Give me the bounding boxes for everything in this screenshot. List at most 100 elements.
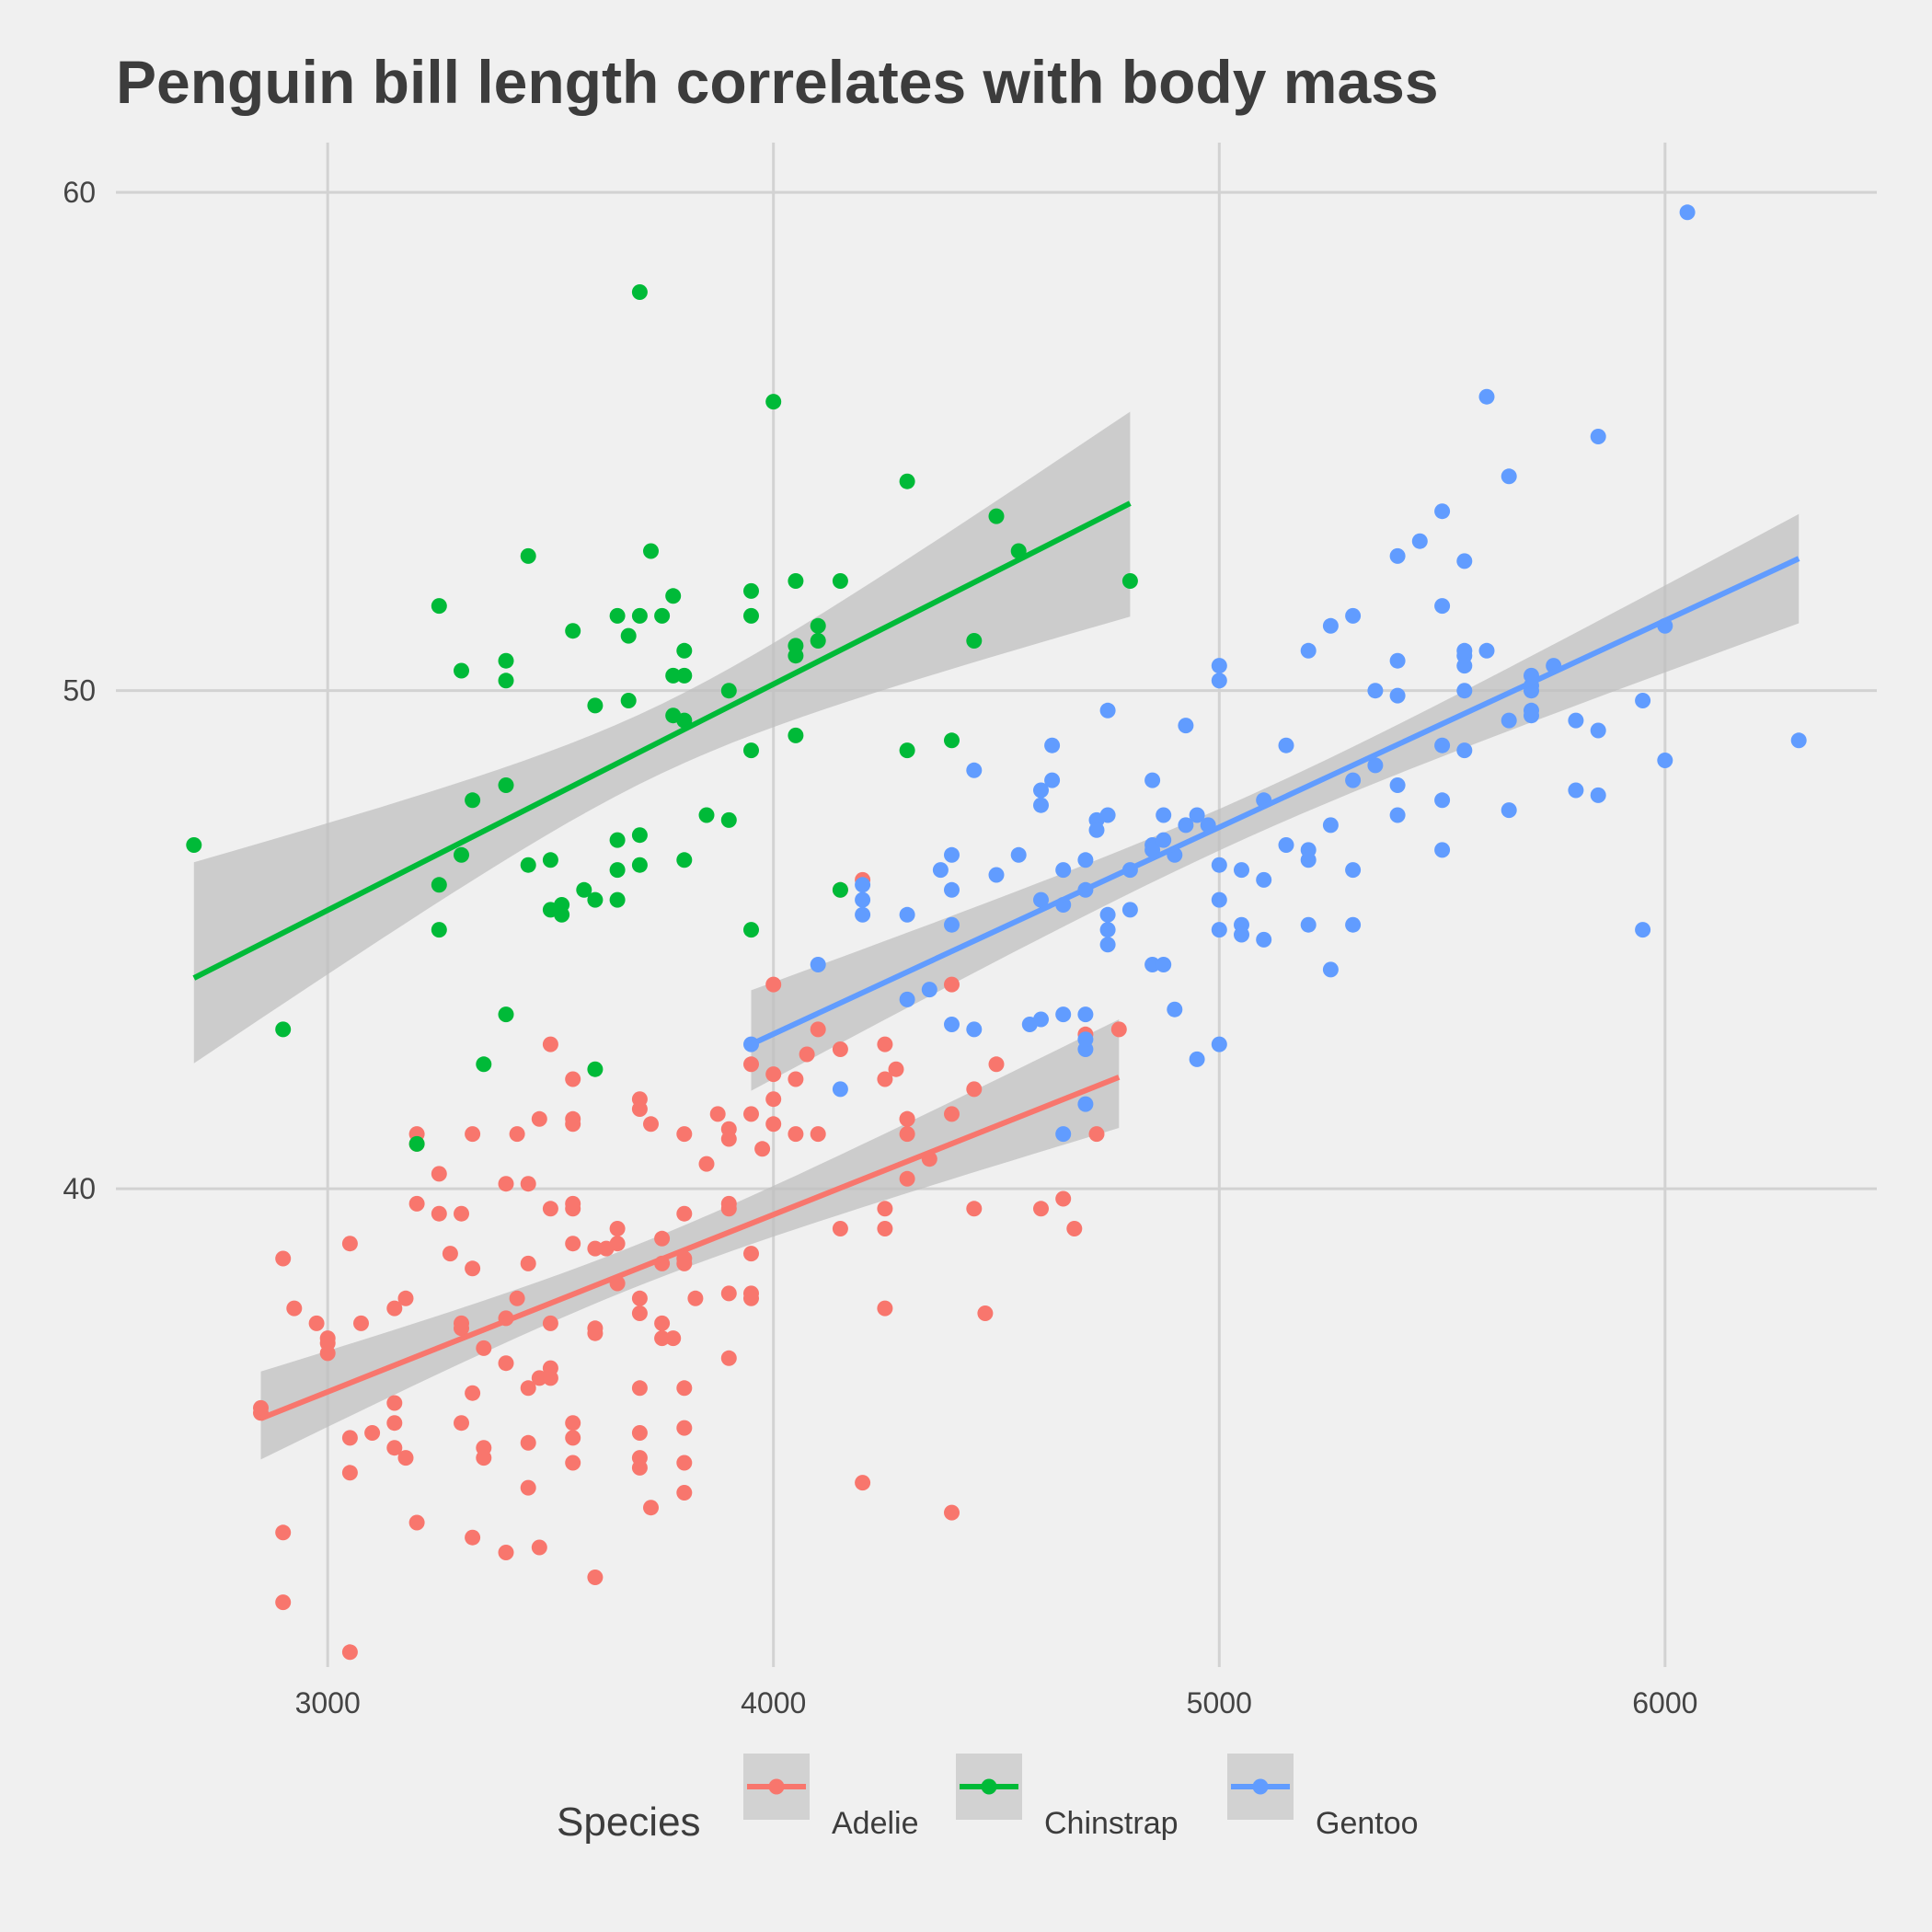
data-point-adelie — [743, 1246, 759, 1262]
data-point-adelie — [431, 1166, 447, 1182]
data-point-adelie — [565, 1071, 581, 1087]
data-point-adelie — [765, 1116, 782, 1133]
data-point-chinstrap — [498, 777, 514, 793]
data-point-adelie — [454, 1315, 469, 1331]
legend-label-chinstrap: Chinstrap — [1044, 1806, 1179, 1841]
data-point-gentoo — [1144, 772, 1161, 788]
confidence-band-chinstrap — [193, 411, 1131, 1064]
data-point-adelie — [465, 1529, 481, 1546]
data-point-chinstrap — [788, 727, 804, 743]
data-point-adelie — [520, 1176, 536, 1192]
data-point-chinstrap — [186, 837, 202, 853]
data-point-gentoo — [1211, 891, 1227, 908]
data-point-chinstrap — [275, 1021, 292, 1038]
data-point-gentoo — [1055, 862, 1072, 879]
data-point-chinstrap — [899, 473, 915, 489]
data-point-adelie — [341, 1236, 358, 1252]
data-point-adelie — [587, 1325, 604, 1341]
data-point-adelie — [676, 1205, 693, 1222]
data-point-chinstrap — [587, 891, 604, 908]
data-point-chinstrap — [899, 742, 915, 759]
data-point-adelie — [442, 1246, 458, 1262]
data-point-chinstrap — [665, 588, 682, 604]
data-point-gentoo — [1389, 807, 1406, 823]
data-point-adelie — [877, 1071, 893, 1087]
data-point-gentoo — [1156, 957, 1172, 972]
x-tick-label: 6000 — [1632, 1686, 1697, 1719]
data-point-chinstrap — [520, 547, 536, 564]
data-point-gentoo — [966, 762, 983, 778]
data-point-gentoo — [1300, 916, 1317, 933]
data-point-gentoo — [932, 862, 949, 879]
data-point-gentoo — [1099, 807, 1116, 823]
data-point-adelie — [765, 1091, 782, 1108]
data-point-adelie — [542, 1201, 558, 1217]
data-point-chinstrap — [631, 827, 648, 844]
data-point-adelie — [308, 1315, 325, 1331]
data-point-adelie — [454, 1415, 469, 1432]
data-point-adelie — [720, 1350, 737, 1366]
data-point-adelie — [966, 1081, 983, 1098]
data-point-chinstrap — [665, 667, 682, 684]
data-point-chinstrap — [1121, 573, 1138, 589]
data-point-chinstrap — [654, 607, 671, 624]
data-point-gentoo — [1088, 822, 1105, 838]
data-point-adelie — [565, 1455, 581, 1471]
data-point-gentoo — [1055, 1126, 1072, 1143]
x-tick-label: 3000 — [295, 1686, 361, 1719]
data-point-adelie — [877, 1201, 893, 1217]
data-point-chinstrap — [810, 617, 826, 634]
data-point-gentoo — [1389, 777, 1406, 793]
data-point-adelie — [1055, 1190, 1072, 1207]
data-point-gentoo — [855, 906, 871, 923]
data-point-gentoo — [1590, 429, 1606, 444]
data-point-chinstrap — [643, 543, 659, 559]
data-point-chinstrap — [565, 623, 581, 639]
data-point-adelie — [643, 1116, 659, 1133]
legend-key-point — [981, 1778, 997, 1795]
data-point-gentoo — [1300, 642, 1317, 659]
data-point-gentoo — [1434, 842, 1451, 858]
data-point-adelie — [877, 1221, 893, 1236]
data-point-gentoo — [1033, 797, 1049, 813]
data-point-adelie — [676, 1455, 693, 1471]
data-point-adelie — [408, 1514, 425, 1531]
data-point-gentoo — [1456, 642, 1473, 659]
data-point-gentoo — [1211, 658, 1227, 674]
data-point-adelie — [977, 1305, 994, 1321]
data-point-adelie — [275, 1524, 292, 1541]
data-point-chinstrap — [676, 852, 693, 868]
data-point-adelie — [944, 976, 960, 993]
data-point-adelie — [631, 1305, 648, 1321]
data-point-chinstrap — [720, 683, 737, 699]
data-point-adelie — [877, 1036, 893, 1052]
data-point-adelie — [565, 1430, 581, 1446]
data-point-adelie — [676, 1250, 693, 1267]
data-point-adelie — [353, 1315, 369, 1331]
data-point-gentoo — [1044, 737, 1061, 753]
data-point-adelie — [654, 1330, 671, 1347]
data-point-gentoo — [899, 991, 915, 1007]
data-point-adelie — [720, 1285, 737, 1302]
data-point-gentoo — [899, 906, 915, 923]
data-point-chinstrap — [609, 607, 626, 624]
data-point-adelie — [520, 1479, 536, 1496]
data-point-adelie — [509, 1126, 525, 1143]
data-point-adelie — [1066, 1221, 1083, 1236]
data-point-adelie — [386, 1395, 403, 1411]
data-point-chinstrap — [498, 1006, 514, 1023]
data-point-gentoo — [1010, 846, 1027, 863]
data-point-gentoo — [1367, 757, 1384, 774]
data-point-gentoo — [944, 1017, 960, 1032]
data-point-gentoo — [1524, 702, 1539, 719]
data-point-gentoo — [1434, 598, 1451, 615]
data-point-gentoo — [1234, 862, 1249, 879]
data-point-adelie — [832, 1041, 848, 1057]
x-tick-label: 4000 — [741, 1686, 806, 1719]
data-point-adelie — [754, 1141, 771, 1157]
data-point-gentoo — [1044, 772, 1061, 788]
data-point-gentoo — [966, 1021, 983, 1038]
data-point-gentoo — [1345, 916, 1362, 933]
data-point-chinstrap — [520, 857, 536, 873]
data-point-adelie — [542, 1315, 558, 1331]
